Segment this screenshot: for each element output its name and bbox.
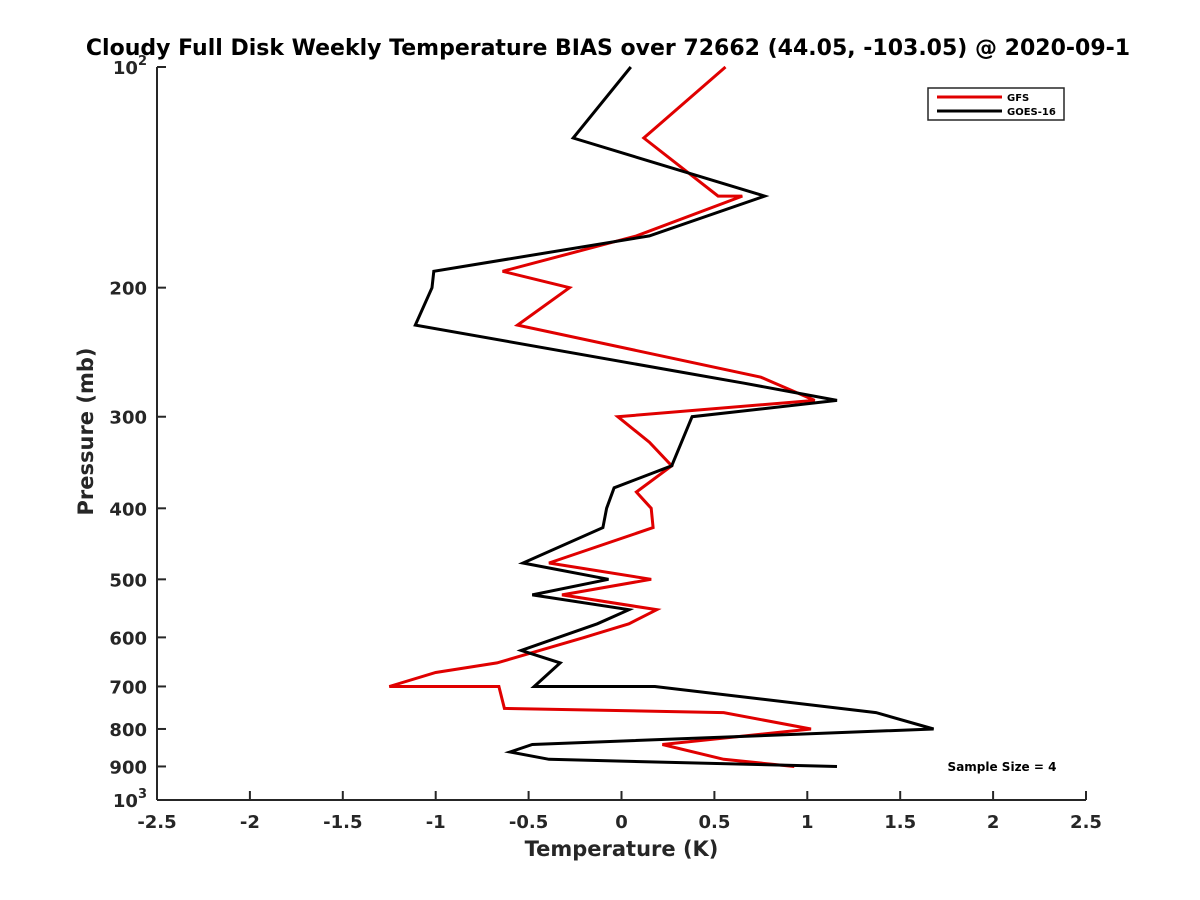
y-tick-label: 900 — [109, 757, 147, 778]
legend-label: GOES-16 — [1007, 107, 1056, 118]
y-tick-label: 103 — [113, 787, 147, 812]
series-line-gfs — [388, 65, 816, 768]
x-tick-label: 0 — [615, 812, 628, 833]
y-tick-label: 400 — [109, 499, 147, 520]
x-tick-label: -1.5 — [323, 812, 362, 833]
y-tick-label: 200 — [109, 279, 147, 300]
x-tick-label: -2 — [240, 812, 260, 833]
y-tick-label: 800 — [109, 720, 147, 741]
legend: GFS GOES-16 — [927, 87, 1065, 121]
series-lines — [388, 65, 935, 768]
x-tick-label: -1 — [426, 812, 446, 833]
axes: -2.5 -2 -1.5 -1 -0.5 0 0.5 1 1.5 2 2.5 102 200 300 400… — [109, 54, 1102, 833]
x-tick-label: 1.5 — [884, 812, 916, 833]
x-tick-label: 2 — [987, 812, 1000, 833]
x-axis-label: Temperature (K) — [525, 837, 719, 861]
x-tick-label: 2.5 — [1070, 812, 1102, 833]
chart-title: Cloudy Full Disk Weekly Temperature BIAS… — [86, 36, 1130, 61]
y-tick-label: 102 — [113, 54, 147, 79]
y-axis-label: Pressure (mb) — [74, 348, 98, 516]
y-tick-label: 300 — [109, 408, 147, 429]
y-tick-label: 600 — [109, 628, 147, 649]
sample-size-annotation: Sample Size = 4 — [948, 760, 1057, 774]
y-tick-label: 700 — [109, 677, 147, 698]
x-tick-label: -2.5 — [137, 812, 176, 833]
x-tick-label: 0.5 — [698, 812, 730, 833]
x-tick-label: 1 — [801, 812, 814, 833]
legend-label: GFS — [1007, 93, 1029, 104]
x-tick-label: -0.5 — [509, 812, 548, 833]
legend-box — [927, 87, 1065, 121]
series-line-goes-16 — [413, 66, 935, 768]
y-tick-label: 500 — [109, 570, 147, 591]
